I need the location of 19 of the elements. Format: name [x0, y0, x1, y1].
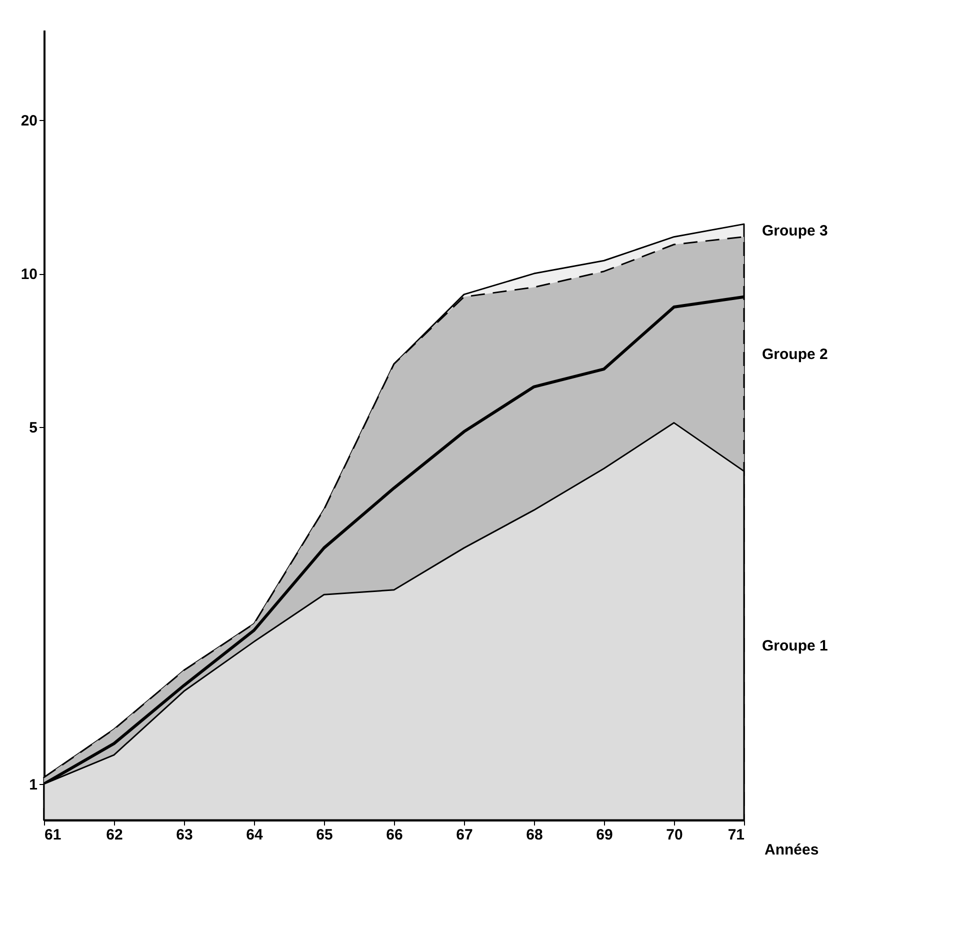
x-tick-label: 64 — [246, 826, 264, 844]
series-label: Groupe 2 — [762, 346, 828, 364]
x-tick-label: 63 — [176, 826, 193, 844]
x-tick-label: 66 — [386, 826, 403, 844]
y-tick-label: 1 — [29, 776, 38, 794]
x-tick-label: 67 — [456, 826, 473, 844]
y-tick-label: 10 — [20, 266, 38, 284]
x-tick-label: 65 — [316, 826, 333, 844]
x-tick-label: 71 — [728, 826, 744, 844]
x-tick-label: 61 — [44, 826, 62, 844]
x-axis-title: Années — [764, 842, 819, 858]
y-tick-label: 5 — [29, 420, 38, 437]
x-tick-label: 69 — [596, 826, 613, 844]
x-tick-label: 68 — [526, 826, 543, 844]
y-tick-label: 20 — [20, 112, 38, 130]
series-label: Groupe 3 — [762, 222, 828, 240]
series-label: Groupe 1 — [762, 638, 828, 655]
x-tick-label: 70 — [666, 826, 683, 844]
x-tick-label: 62 — [106, 826, 123, 844]
